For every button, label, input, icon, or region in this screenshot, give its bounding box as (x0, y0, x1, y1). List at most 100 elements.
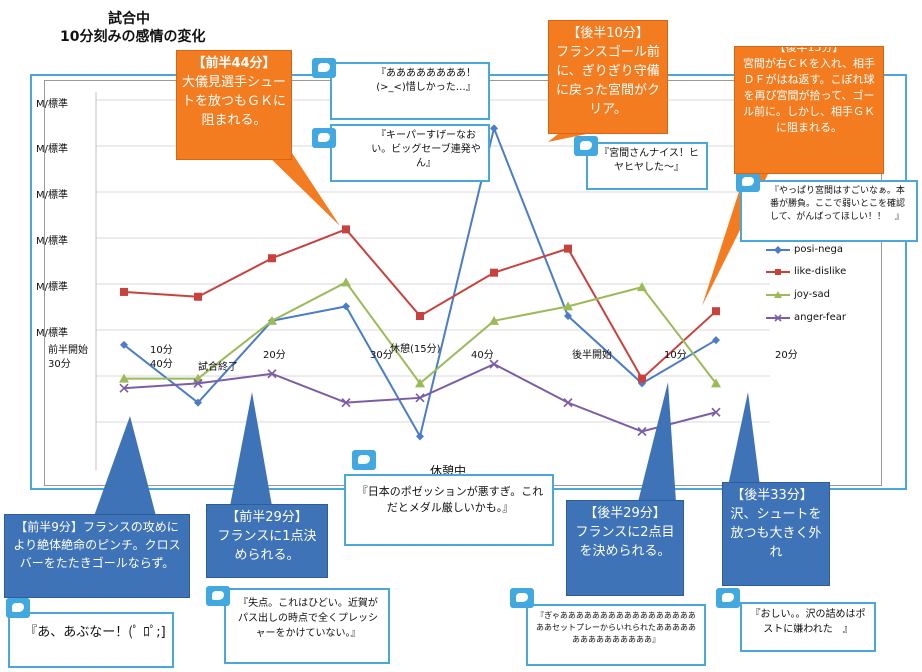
data-point-joy-sad (415, 378, 425, 388)
x-tick-label: 前半開始 30分 (48, 345, 88, 370)
data-point-posi-nega (194, 398, 202, 407)
y-tick-label: M/標準 (36, 144, 68, 155)
callout-heading: 【前半44分】 (192, 56, 276, 71)
data-point-posi-nega (712, 336, 720, 345)
tweet-text: 『失点。これはひどい。近賀がパス出しの時点で全くプレッシャーをかけていない。』 (238, 598, 378, 639)
callout-pointer (638, 382, 676, 502)
chart-title: 試合中 (108, 11, 150, 27)
legend-marker-posi-nega (774, 246, 782, 254)
tweet-box: 『失点。これはひどい。近賀がパス出しの時点で全くプレッシャーをかけていない。』 (224, 588, 390, 664)
tweet-text: 『キーパーすげーなおい。ビッグセーブ連発やん』 (371, 130, 481, 169)
twitter-bird-icon (352, 450, 376, 470)
data-point-anger-fear (711, 407, 721, 417)
callout-heading: 【後半10分】 (567, 26, 649, 41)
callout-heading: 【前半9分】 (15, 520, 83, 534)
data-point-like-dislike (268, 254, 276, 263)
legend-group (766, 246, 790, 322)
data-point-anger-fear (193, 378, 203, 388)
data-point-posi-nega (490, 124, 498, 133)
legend-label-joy-sad: joy-sad (794, 289, 830, 300)
legend-label-anger-fear: anger-fear (794, 312, 846, 323)
data-point-like-dislike (490, 268, 498, 277)
legend-marker-joy-sad (774, 291, 782, 298)
data-point-like-dislike (416, 312, 424, 320)
data-point-like-dislike (120, 287, 128, 296)
x-tick-label: 40分 (471, 350, 494, 361)
x-tick-label: 30分 (370, 350, 393, 361)
tweet-text: 『あ、あぶなー！(ﾟ ﾛﾟ;] (24, 625, 166, 640)
twitter-bird-icon (574, 136, 598, 156)
callout-right-top: 【後半15分】 宮間が右ＣＫを入れ、相手ＤＦがはね返す。こぼれ球を再び宮間が拾っ… (734, 46, 884, 174)
tweet-text: 『ぎゃあああああああああああああああああああセットプレーからいれられたあああああ… (536, 611, 696, 644)
tweet-box: 『宮間さんナイス！ヒヤヒヤした～』 (586, 142, 708, 190)
callout-body: 沢、シュートを放つも大きく外れ (730, 507, 822, 560)
data-point-like-dislike (638, 374, 646, 383)
data-point-anger-fear (119, 383, 129, 393)
tweet-box: 『ああああああああ！(>_<)惜しかった…』 (330, 62, 490, 120)
data-point-joy-sad (341, 277, 351, 287)
twitter-bird-icon (510, 588, 534, 608)
callout-first-29: 【前半29分】 フランスに1点決められる。 (206, 504, 328, 578)
data-point-joy-sad (119, 373, 129, 383)
callout-pointer (94, 416, 156, 516)
y-tick-label: M/標準 (36, 282, 68, 293)
data-point-anger-fear (415, 393, 425, 403)
tweet-box: 『あ、あぶなー！(ﾟ ﾛﾟ;] (8, 612, 174, 668)
series-line-like-dislike (123, 228, 717, 381)
callout-body: フランスに2点目を決められる。 (575, 525, 675, 559)
callout-pointer (262, 150, 340, 226)
tweet-text: 『おしい。。沢の詰めはポストに嫌われた 』 (750, 609, 866, 635)
callout-pointer (230, 392, 272, 506)
series-group (119, 124, 721, 441)
chart-subtitle: 10分刻みの感情の変化 (60, 29, 206, 45)
data-point-posi-nega (120, 340, 128, 349)
data-point-posi-nega (564, 312, 572, 320)
data-point-anger-fear (341, 398, 351, 408)
x-tick-label: 20分 (263, 350, 286, 361)
legend-marker-anger-fear (774, 314, 782, 322)
tweet-box: 『キーパーすげーなおい。ビッグセーブ連発やん』 (330, 124, 490, 182)
callout-body: フランスの攻めにより絶体絶命のピンチ。クロスバーをたたきゴールならず。 (13, 520, 181, 570)
callout-body: フランスゴール前に、ぎりぎり守備に戻った宮間がクリア。 (555, 45, 660, 117)
data-point-joy-sad (267, 315, 277, 325)
callout-heading: 【後半15分】 (774, 46, 844, 54)
data-point-like-dislike (342, 225, 350, 234)
y-tick-label: M/標準 (36, 190, 68, 201)
legend-label-posi-nega: posi-nega (794, 244, 844, 255)
y-tick-label: M/標準 (36, 236, 68, 247)
callout-heading: 【後半29分】 (584, 506, 666, 521)
data-point-like-dislike (564, 244, 572, 253)
tweet-box: 『おしい。。沢の詰めはポストに嫌われた 』 (740, 602, 876, 652)
tweet-box: 『やっぱり宮間はすごいなぁ。本番が勝負。ここで弱いとこを確認して、がんばってほし… (740, 180, 918, 242)
y-tick-label: M/標準 (36, 328, 68, 339)
callout-heading: 【後半33分】 (731, 488, 813, 503)
x-tick-label: 試合終了 (198, 362, 238, 373)
y-tick-label: M/標準 (36, 99, 68, 110)
x-tick-label: 休憩(15分) (390, 344, 441, 355)
twitter-bird-icon (206, 586, 230, 606)
callout-first-44: 【前半44分】 大儀見選手シュートを放つもＧＫに阻まれる。 (176, 50, 292, 160)
callout-first-9: 【前半9分】フランスの攻めにより絶体絶命のピンチ。クロスバーをたたきゴールならず… (4, 514, 190, 598)
callout-body: 大儀見選手シュートを放つもＧＫに阻まれる。 (182, 75, 287, 128)
data-point-anger-fear (563, 398, 573, 408)
x-tick-label: 20分 (775, 350, 798, 361)
data-point-like-dislike (712, 307, 720, 316)
data-point-joy-sad (637, 282, 647, 292)
data-point-posi-nega (416, 432, 424, 441)
x-tick-label: 10分 40分 (150, 345, 173, 370)
twitter-bird-icon (312, 128, 336, 148)
data-point-joy-sad (489, 315, 499, 325)
callout-body: 宮間が右ＣＫを入れ、相手ＤＦがはね返す。こぼれ球を再び宮間が拾って、ゴール前に。… (742, 57, 876, 134)
callout-second-29: 【後半29分】 フランスに2点目を決められる。 (566, 500, 684, 596)
data-point-like-dislike (194, 292, 202, 301)
legend-label-like-dislike: like-dislike (794, 266, 847, 277)
data-point-anger-fear (267, 369, 277, 379)
data-point-joy-sad (563, 301, 573, 311)
tweet-box: 『日本のポゼッションが悪すぎ。これだとメダル厳しいかも。』 (344, 474, 554, 546)
twitter-bird-icon (6, 598, 30, 618)
tweet-text: 『宮間さんナイス！ヒヤヒヤした～』 (599, 148, 699, 173)
tweet-text: 『ああああああああ！(>_<)惜しかった…』 (376, 68, 476, 93)
data-point-anger-fear (637, 426, 647, 437)
twitter-bird-icon (716, 588, 740, 608)
